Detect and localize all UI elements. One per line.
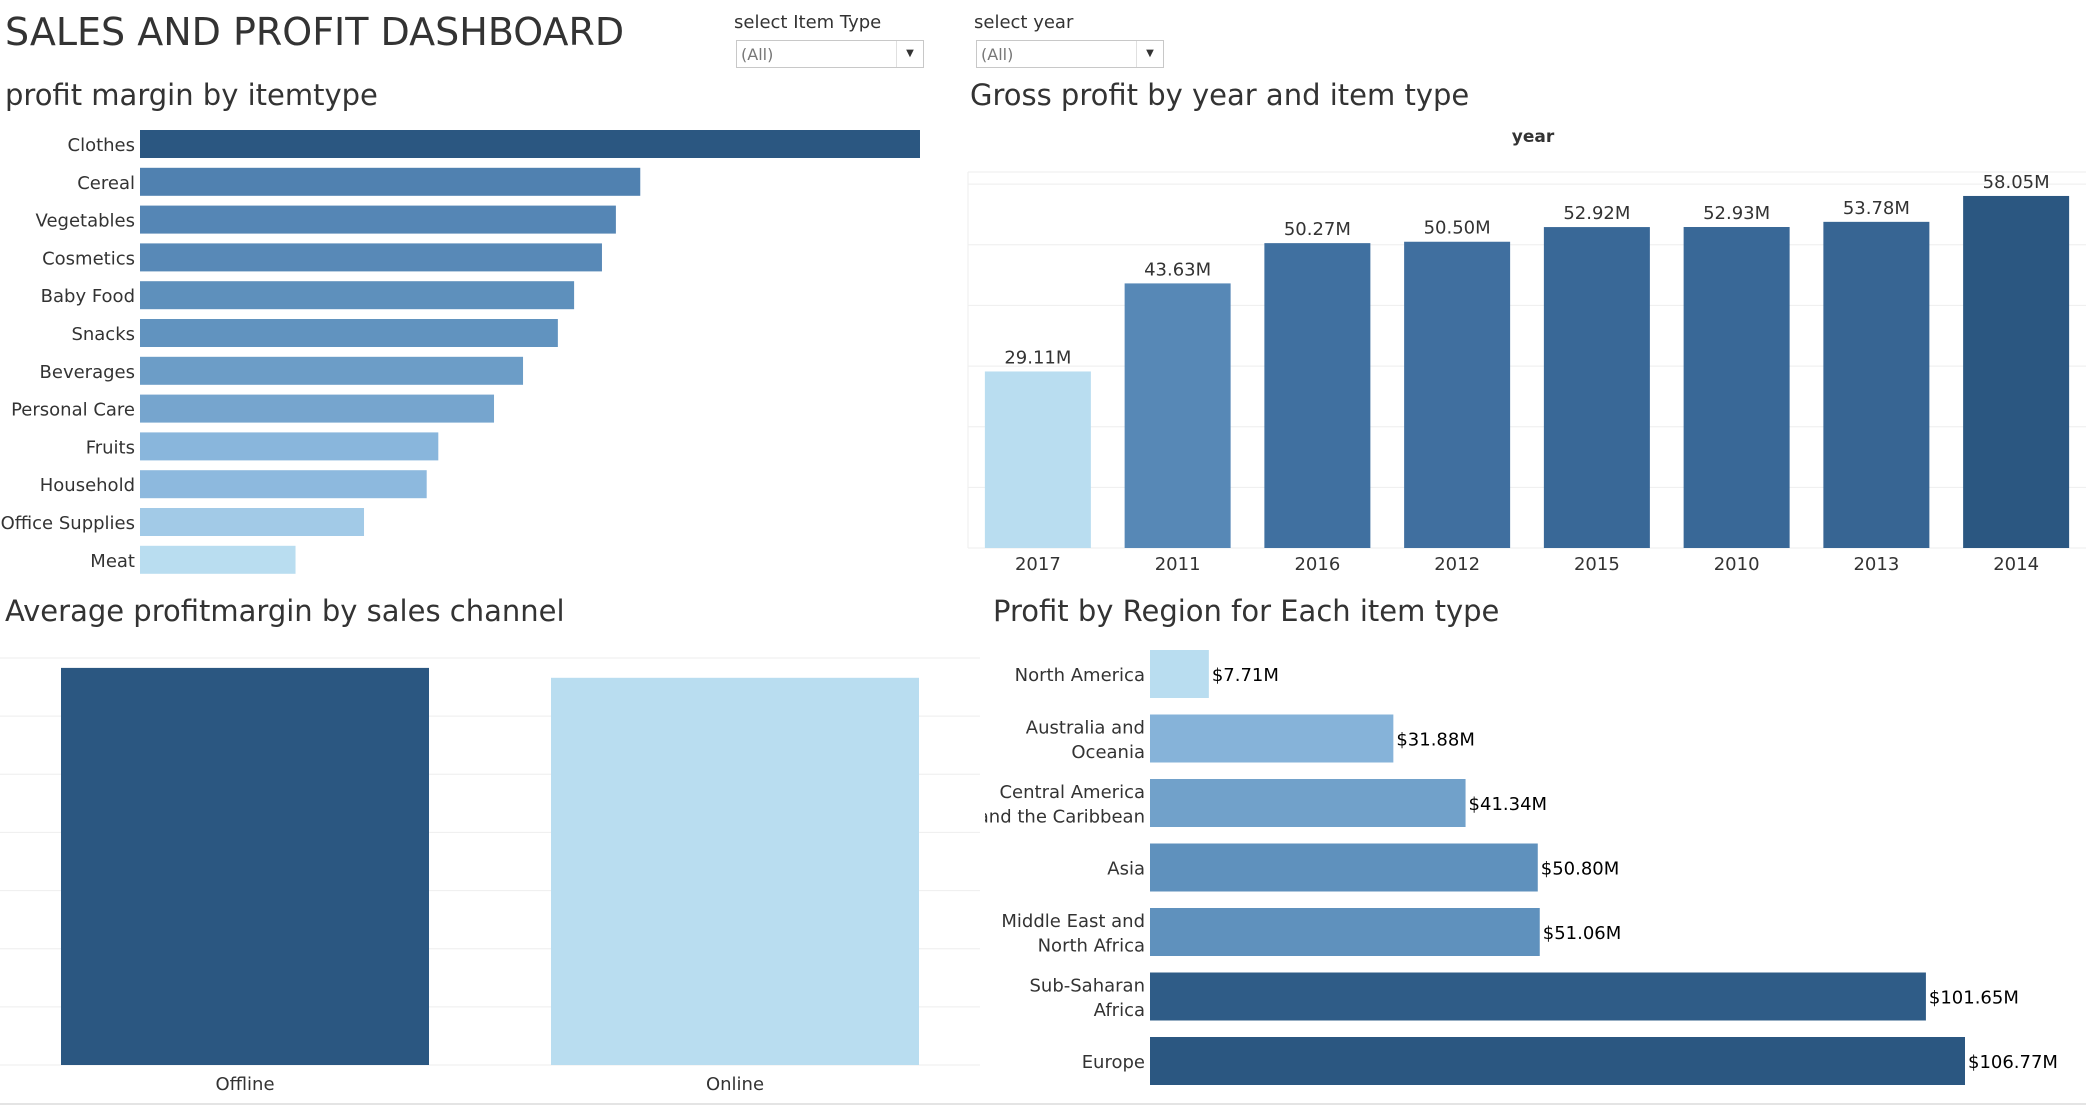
region-bar	[1150, 843, 1538, 892]
region-tick-label: and the Caribbean	[985, 806, 1145, 827]
year-tick-label: 2010	[1714, 554, 1760, 575]
itemtype-bar	[140, 281, 575, 310]
chevron-down-icon[interactable]: ▼	[1136, 41, 1163, 67]
year-bar-chart: year 29.11M 2017 43.63M 2011 50.27M 2016 50.50M…	[967, 127, 2086, 575]
itemtype-tick-label: Personal Care	[11, 400, 135, 421]
itemtype-bar	[140, 130, 920, 158]
channel-tick-label: Offline	[215, 1074, 274, 1095]
itemtype-tick-label: Household	[40, 475, 135, 496]
item-type-filter-label: select Item Type	[734, 12, 882, 33]
year-tick-label: 2014	[1993, 554, 2039, 575]
itemtype-tick-label: Fruits	[86, 437, 135, 458]
region-bar	[1150, 972, 1926, 1021]
year-value-label: 58.05M	[1983, 172, 2050, 193]
dashboard-title: SALES AND PROFIT DASHBOARD	[5, 10, 625, 54]
itemtype-tick-label: Office Supplies	[1, 513, 135, 534]
year-filter-label: select year	[974, 12, 1074, 33]
itemtype-tick-label: Snacks	[71, 324, 135, 345]
itemtype-bar	[140, 205, 616, 234]
year-bar	[1963, 195, 2070, 548]
year-bar	[1124, 283, 1231, 548]
region-tick-label: Australia and	[1026, 717, 1145, 738]
region-chart-title: Profit by Region for Each item type	[993, 594, 1500, 628]
year-axis-title: year	[1512, 127, 1555, 147]
region-tick-label: Africa	[1094, 1000, 1145, 1021]
year-value-label: 53.78M	[1843, 198, 1910, 219]
itemtype-tick-label: Vegetables	[36, 211, 135, 232]
itemtype-tick-label: Cosmetics	[42, 248, 135, 269]
itemtype-tick-label: Beverages	[40, 362, 135, 383]
channel-bar-chart: Offline Online	[0, 657, 980, 1095]
region-bar	[1150, 714, 1394, 763]
year-tick-label: 2017	[1015, 554, 1061, 575]
year-bar	[1823, 221, 1930, 548]
region-value-label: $51.06M	[1543, 923, 1622, 944]
itemtype-chart-title: profit margin by itemtype	[5, 78, 378, 112]
region-tick-label: Oceania	[1071, 742, 1145, 763]
itemtype-tick-label: Clothes	[68, 135, 136, 156]
year-bar	[1264, 243, 1371, 548]
region-value-label: $7.71M	[1212, 665, 1279, 686]
region-value-label: $101.65M	[1929, 988, 2019, 1009]
region-tick-label: Sub-Saharan	[1030, 975, 1146, 996]
region-bar-chart: $7.71M North America $31.88M Australia and O…	[985, 650, 2058, 1085]
region-bar	[1150, 779, 1466, 827]
year-bar	[1404, 241, 1511, 548]
chevron-down-icon[interactable]: ▼	[896, 41, 923, 67]
year-value-label: 43.63M	[1144, 259, 1211, 280]
channel-chart-title: Average profitmargin by sales channel	[5, 594, 565, 628]
channel-bar	[551, 677, 919, 1065]
year-bar	[984, 371, 1091, 548]
itemtype-tick-label: Meat	[90, 551, 135, 572]
region-value-label: $41.34M	[1469, 794, 1548, 815]
region-tick-label: North America	[1015, 665, 1145, 686]
item-type-filter-value: (All)	[741, 45, 774, 64]
year-filter-value: (All)	[981, 45, 1014, 64]
year-value-label: 29.11M	[1004, 347, 1071, 368]
year-value-label: 52.93M	[1703, 203, 1770, 224]
channel-bar	[61, 667, 429, 1065]
itemtype-bar	[140, 432, 439, 461]
year-value-label: 52.92M	[1563, 203, 1630, 224]
region-value-label: $31.88M	[1396, 730, 1475, 751]
year-tick-label: 2012	[1434, 554, 1480, 575]
year-value-label: 50.50M	[1424, 218, 1491, 239]
region-value-label: $106.77M	[1968, 1052, 2058, 1073]
year-tick-label: 2015	[1574, 554, 1620, 575]
itemtype-bar	[140, 167, 641, 196]
channel-tick-label: Online	[706, 1074, 764, 1095]
itemtype-bar	[140, 394, 495, 423]
itemtype-bar	[140, 508, 365, 536]
year-value-label: 50.27M	[1284, 219, 1351, 240]
itemtype-tick-label: Cereal	[77, 173, 135, 194]
region-tick-label: Europe	[1082, 1052, 1145, 1073]
year-tick-label: 2011	[1155, 554, 1201, 575]
itemtype-bar	[140, 243, 602, 272]
year-bar	[1683, 227, 1790, 548]
year-tick-label: 2013	[1853, 554, 1899, 575]
itemtype-bar	[140, 356, 524, 385]
region-tick-label: North Africa	[1038, 935, 1145, 956]
region-bar	[1150, 1037, 1965, 1085]
item-type-filter-dropdown[interactable]: (All) ▼	[736, 40, 924, 68]
region-tick-label: Central America	[999, 782, 1145, 803]
year-tick-label: 2016	[1294, 554, 1340, 575]
year-bar	[1543, 227, 1650, 548]
region-value-label: $50.80M	[1541, 859, 1620, 880]
itemtype-bar-chart: Clothes Cereal Vegetables Cosmetics Baby Foo…	[1, 130, 920, 574]
year-chart-title: Gross profit by year and item type	[970, 78, 1470, 112]
itemtype-bar	[140, 545, 296, 574]
itemtype-tick-label: Baby Food	[41, 286, 135, 307]
region-bar	[1150, 650, 1209, 698]
itemtype-bar	[140, 319, 558, 347]
region-tick-label: Asia	[1107, 859, 1145, 880]
itemtype-bar	[140, 470, 427, 499]
region-bar	[1150, 908, 1540, 956]
year-filter-dropdown[interactable]: (All) ▼	[976, 40, 1164, 68]
region-tick-label: Middle East and	[1001, 911, 1145, 932]
footer-divider	[0, 1103, 2086, 1105]
